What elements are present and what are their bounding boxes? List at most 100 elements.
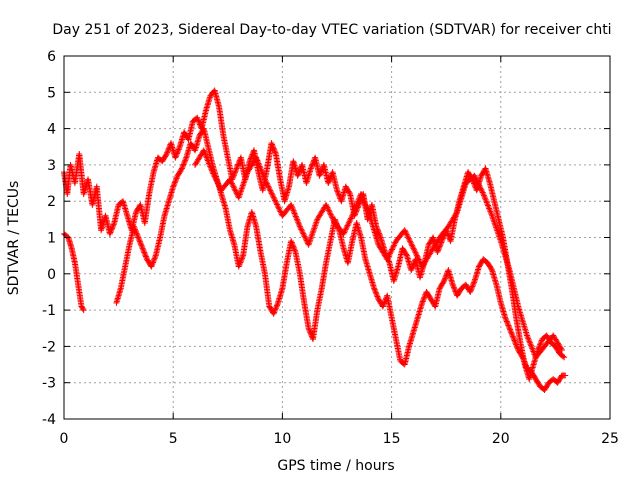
data-point (525, 336, 532, 343)
data-point (268, 140, 275, 147)
data-point (235, 263, 242, 270)
data-point (514, 344, 521, 351)
data-point (411, 248, 418, 255)
data-point (507, 326, 514, 333)
data-point (254, 158, 261, 165)
data-point (141, 249, 148, 256)
data-point (519, 354, 526, 361)
data-point (503, 318, 510, 325)
data-point (486, 206, 493, 213)
data-point (291, 247, 298, 254)
data-point (234, 164, 241, 171)
data-point (527, 341, 534, 348)
data-point (175, 147, 182, 154)
data-point (295, 170, 302, 177)
data-point (170, 182, 177, 189)
data-point (172, 154, 179, 161)
data-point (262, 177, 269, 184)
data-point (238, 256, 245, 263)
data-point (472, 174, 479, 181)
data-point (521, 358, 528, 365)
data-point (138, 242, 145, 249)
data-point (495, 230, 502, 237)
data-point (253, 154, 260, 161)
data-point (325, 180, 332, 187)
data-point (237, 259, 244, 266)
data-point (351, 208, 358, 215)
data-point (269, 141, 276, 148)
data-point (484, 202, 491, 209)
data-point (171, 180, 178, 187)
data-point (377, 233, 384, 240)
data-point (471, 172, 478, 179)
data-point (374, 293, 381, 300)
data-point (520, 357, 527, 364)
data-point (323, 203, 330, 210)
x-tick-label: 0 (60, 431, 69, 447)
data-point (131, 224, 138, 231)
data-point (152, 254, 159, 261)
data-point (276, 207, 283, 214)
data-point (174, 150, 181, 157)
data-point (372, 288, 379, 295)
data-point (109, 224, 116, 231)
data-point (526, 338, 533, 345)
data-point (289, 204, 296, 211)
data-point (257, 166, 264, 173)
data-point (345, 221, 352, 228)
data-point (271, 146, 278, 153)
data-point (237, 258, 244, 265)
data-point (194, 116, 201, 123)
data-point (478, 188, 485, 195)
data-point (79, 305, 86, 312)
x-tick-label: 5 (169, 431, 178, 447)
data-point (241, 178, 248, 185)
data-point (349, 211, 356, 218)
data-point (271, 308, 278, 315)
data-point (289, 240, 296, 247)
data-point (481, 193, 488, 200)
data-point (405, 234, 412, 241)
data-point (529, 347, 536, 354)
data-point (207, 164, 214, 171)
data-point (483, 199, 490, 206)
data-point (491, 220, 498, 227)
data-point (288, 201, 295, 208)
data-point (200, 147, 207, 154)
data-point (483, 198, 490, 205)
data-point (390, 243, 397, 250)
data-point (502, 315, 509, 322)
data-point (180, 161, 187, 168)
data-point (442, 275, 449, 282)
data-point (513, 341, 520, 348)
data-point (505, 323, 512, 330)
data-point (255, 160, 262, 167)
data-point (360, 196, 367, 203)
data-point (313, 219, 320, 226)
data-point (182, 156, 189, 163)
chart-title: Day 251 of 2023, Sidereal Day-to-day VTE… (52, 22, 611, 38)
data-point (294, 172, 301, 179)
data-point (267, 187, 274, 194)
data-point (233, 165, 240, 172)
data-point (347, 215, 354, 222)
data-point (298, 227, 305, 234)
data-point (206, 160, 213, 167)
data-point (238, 187, 245, 194)
data-point (235, 161, 242, 168)
data-point (469, 283, 476, 290)
data-point (492, 221, 499, 228)
data-point (508, 329, 515, 336)
x-tick-label: 15 (383, 431, 401, 447)
data-point (274, 202, 281, 209)
data-point (201, 148, 208, 155)
data-point (328, 212, 335, 219)
data-point (420, 295, 427, 302)
data-point (360, 198, 367, 205)
data-point (503, 317, 510, 324)
data-point (436, 243, 443, 250)
data-point (308, 162, 315, 169)
y-tick-label: -4 (42, 412, 56, 428)
data-point (451, 285, 458, 292)
